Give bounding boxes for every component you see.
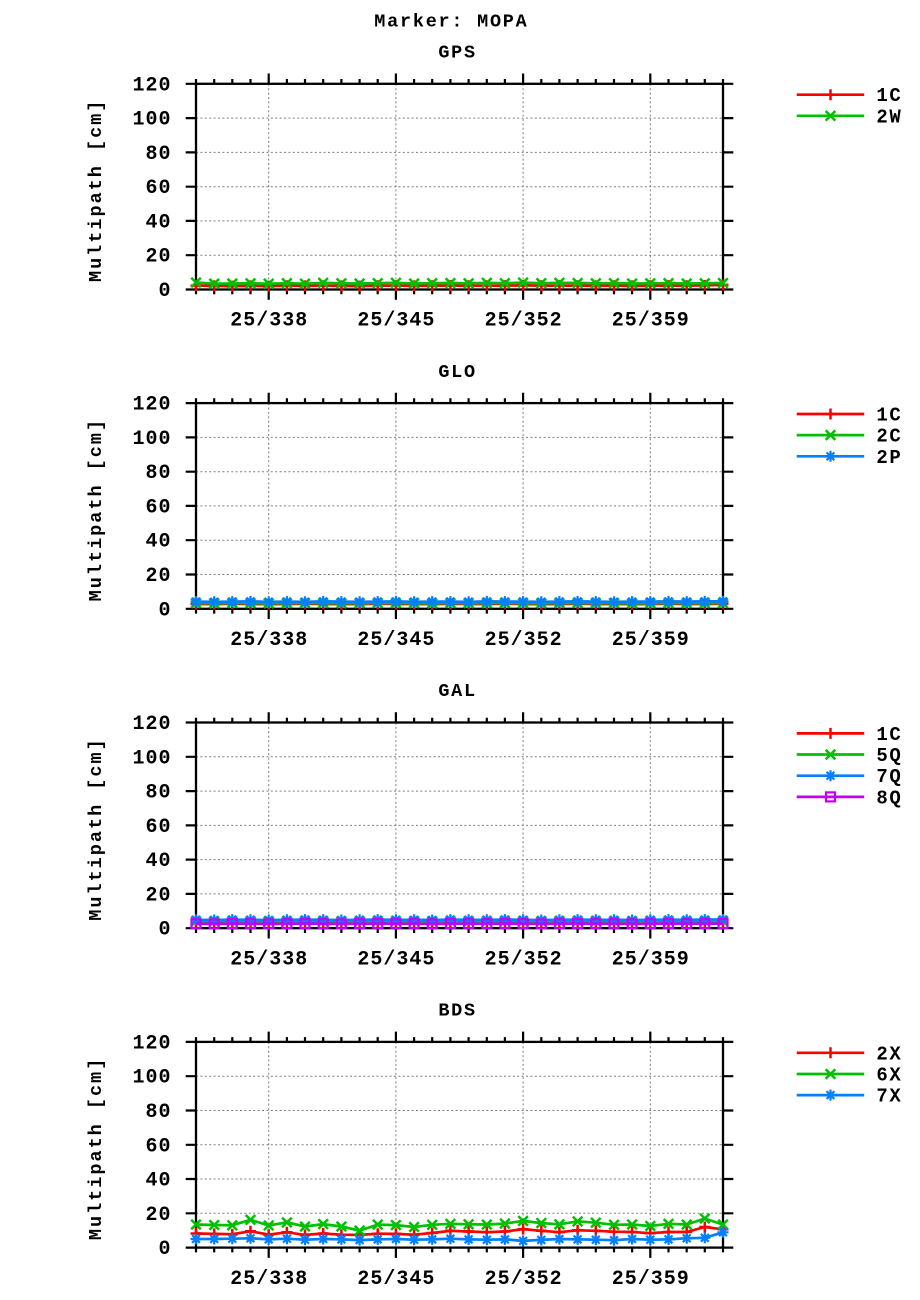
svg-text:25/352: 25/352 xyxy=(485,629,563,652)
svg-text:40: 40 xyxy=(145,211,171,234)
svg-text:120: 120 xyxy=(132,1032,171,1055)
svg-text:25/338: 25/338 xyxy=(230,948,308,971)
svg-text:120: 120 xyxy=(132,394,171,417)
svg-text:60: 60 xyxy=(145,816,171,839)
svg-text:0: 0 xyxy=(158,599,171,622)
svg-text:40: 40 xyxy=(145,850,171,873)
svg-text:100: 100 xyxy=(132,109,171,132)
svg-text:GPS: GPS xyxy=(438,43,477,64)
svg-text:2C: 2C xyxy=(876,426,902,448)
svg-text:20: 20 xyxy=(145,884,171,907)
svg-text:0: 0 xyxy=(158,280,171,303)
svg-text:25/345: 25/345 xyxy=(357,629,435,652)
svg-text:100: 100 xyxy=(132,1067,171,1090)
svg-text:120: 120 xyxy=(132,713,171,736)
svg-text:25/338: 25/338 xyxy=(230,310,308,333)
svg-text:120: 120 xyxy=(132,74,171,97)
svg-text:25/345: 25/345 xyxy=(357,1268,435,1291)
svg-text:25/352: 25/352 xyxy=(485,1268,563,1291)
svg-text:25/345: 25/345 xyxy=(357,310,435,333)
svg-text:80: 80 xyxy=(145,462,171,485)
svg-text:2X: 2X xyxy=(876,1043,902,1065)
svg-text:25/338: 25/338 xyxy=(230,629,308,652)
svg-text:Marker: MOPA: Marker: MOPA xyxy=(374,12,528,33)
svg-text:Multipath [cm]: Multipath [cm] xyxy=(86,418,107,601)
svg-text:20: 20 xyxy=(145,1204,171,1227)
svg-text:8Q: 8Q xyxy=(876,787,902,809)
svg-text:1C: 1C xyxy=(876,724,902,746)
svg-text:BDS: BDS xyxy=(438,1001,477,1022)
svg-text:Multipath [cm]: Multipath [cm] xyxy=(86,1057,107,1240)
svg-text:100: 100 xyxy=(132,747,171,770)
svg-text:2P: 2P xyxy=(876,447,902,469)
svg-text:25/359: 25/359 xyxy=(612,310,690,333)
svg-text:0: 0 xyxy=(158,919,171,942)
svg-text:25/359: 25/359 xyxy=(612,1268,690,1291)
svg-text:60: 60 xyxy=(145,177,171,200)
svg-text:40: 40 xyxy=(145,531,171,554)
svg-text:25/359: 25/359 xyxy=(612,629,690,652)
svg-text:60: 60 xyxy=(145,496,171,519)
svg-text:100: 100 xyxy=(132,428,171,451)
svg-text:GLO: GLO xyxy=(438,362,477,383)
svg-text:80: 80 xyxy=(145,143,171,166)
svg-text:2W: 2W xyxy=(876,106,902,128)
svg-text:Multipath [cm]: Multipath [cm] xyxy=(86,99,107,282)
svg-text:6X: 6X xyxy=(876,1065,902,1087)
svg-text:5Q: 5Q xyxy=(876,745,902,767)
svg-text:60: 60 xyxy=(145,1135,171,1158)
svg-text:7Q: 7Q xyxy=(876,766,902,788)
svg-text:Multipath [cm]: Multipath [cm] xyxy=(86,737,107,920)
svg-text:80: 80 xyxy=(145,782,171,805)
svg-text:40: 40 xyxy=(145,1170,171,1193)
svg-text:GAL: GAL xyxy=(438,681,477,702)
svg-text:1C: 1C xyxy=(876,405,902,427)
svg-text:25/352: 25/352 xyxy=(485,948,563,971)
svg-text:20: 20 xyxy=(145,246,171,269)
svg-text:20: 20 xyxy=(145,565,171,588)
svg-text:25/345: 25/345 xyxy=(357,948,435,971)
svg-text:25/359: 25/359 xyxy=(612,948,690,971)
svg-text:0: 0 xyxy=(158,1238,171,1261)
svg-text:25/352: 25/352 xyxy=(485,310,563,333)
svg-text:80: 80 xyxy=(145,1101,171,1124)
svg-text:1C: 1C xyxy=(876,85,902,107)
svg-text:25/338: 25/338 xyxy=(230,1268,308,1291)
svg-text:7X: 7X xyxy=(876,1086,902,1108)
